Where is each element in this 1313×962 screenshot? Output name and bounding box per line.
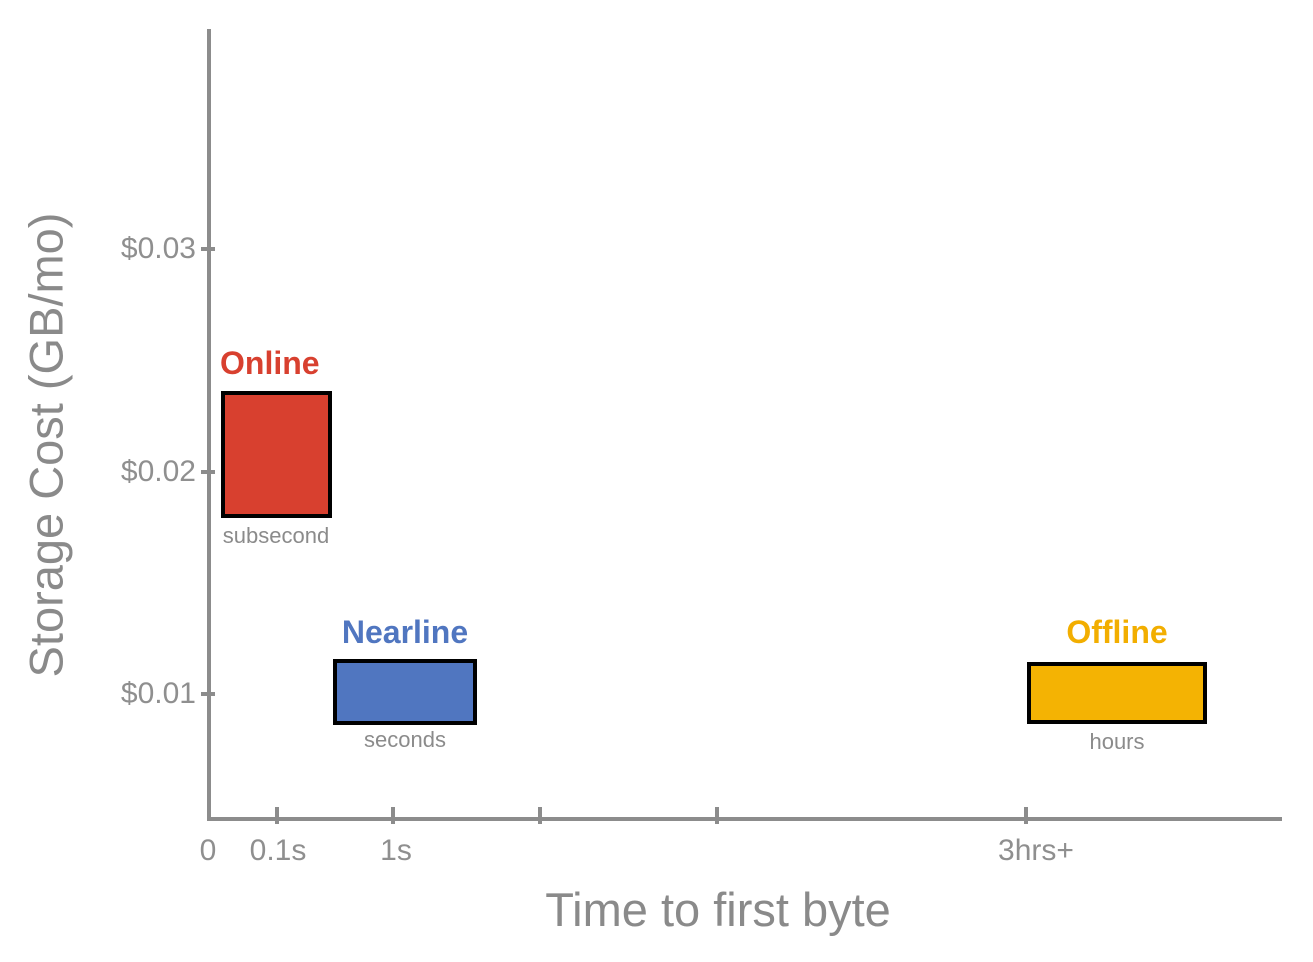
x-tick-mark-0.1s — [275, 807, 279, 824]
y-tick-mark-0.01 — [201, 692, 215, 696]
x-tick-label-1s: 1s — [380, 834, 412, 867]
x-tick-mark-unlabeled-2 — [715, 807, 719, 824]
offline-latency-label: hours — [1089, 729, 1145, 754]
online-range-box — [221, 391, 332, 518]
y-tick-label-0.01: $0.01 — [120, 677, 196, 710]
online-latency-label: subsecond — [222, 523, 330, 548]
x-tick-mark-unlabeled-1 — [538, 807, 542, 824]
y-axis-title: Storage Cost (GB/mo) — [19, 212, 73, 678]
x-axis-line — [207, 817, 1282, 821]
x-tick-label-3hrs: 3hrs+ — [998, 834, 1074, 867]
nearline-range-box — [333, 659, 477, 725]
x-tick-label-0.1s: 0.1s — [249, 834, 307, 867]
y-tick-mark-0.02 — [201, 470, 215, 474]
nearline-series-label: Nearline — [341, 614, 469, 650]
y-axis-line — [207, 29, 211, 821]
offline-series-label: Offline — [1066, 614, 1168, 650]
x-tick-label-0: 0 — [199, 834, 217, 867]
y-tick-mark-0.03 — [201, 247, 215, 251]
nearline-latency-label: seconds — [364, 727, 446, 752]
x-axis-title: Time to first byte — [545, 883, 891, 936]
y-tick-label-0.02: $0.02 — [120, 455, 196, 488]
x-tick-mark-3hrs — [1024, 807, 1028, 824]
x-tick-mark-1s — [391, 807, 395, 824]
offline-range-box — [1027, 662, 1207, 724]
y-tick-label-0.03: $0.03 — [120, 232, 196, 265]
online-series-label: Online — [220, 345, 320, 381]
